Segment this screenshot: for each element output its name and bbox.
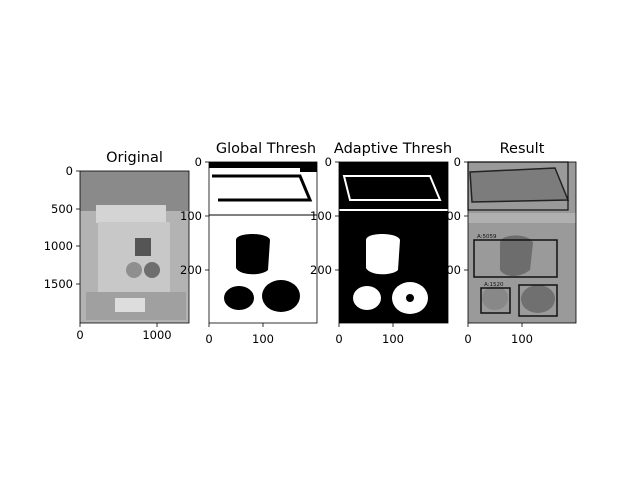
adaptive-axes-frame xyxy=(338,161,449,324)
original-axes-frame xyxy=(79,170,190,324)
global-ytick-0: 0 xyxy=(195,155,202,169)
original-ytick-500: 500 xyxy=(51,202,73,216)
panel-result: A:5059 A:1520 Result 0 100 200 0 100 xyxy=(439,141,577,346)
global-ytick-200: 200 xyxy=(180,263,202,277)
result-xtick-100: 100 xyxy=(511,332,533,346)
original-ytick-1000: 1000 xyxy=(44,239,73,253)
global-thresh-image xyxy=(209,162,317,323)
original-title: Original xyxy=(106,150,163,166)
result-title: Result xyxy=(500,141,545,157)
adaptive-title: Adaptive Thresh xyxy=(334,141,452,157)
result-yticks: 0 100 200 xyxy=(439,155,468,277)
global-ytick-100: 100 xyxy=(180,209,202,223)
global-xtick-100: 100 xyxy=(252,332,274,346)
adaptive-ytick-0: 0 xyxy=(325,155,332,169)
result-ytick-100: 100 xyxy=(439,209,461,223)
result-box-1 xyxy=(473,239,558,278)
adaptive-ytick-200: 200 xyxy=(310,263,332,277)
panel-adaptive-thresh: Adaptive Thresh 0 100 200 0 100 xyxy=(310,141,452,346)
result-annotation-1: A:5059 xyxy=(477,234,497,240)
original-xtick-1000: 1000 xyxy=(142,328,171,342)
adaptive-yticks: 0 100 200 xyxy=(310,155,339,277)
result-image xyxy=(468,162,576,323)
adaptive-xticks: 0 100 xyxy=(335,323,404,346)
result-ytick-200: 200 xyxy=(439,263,461,277)
global-xticks: 0 100 xyxy=(205,323,274,346)
adaptive-xtick-100: 100 xyxy=(382,332,404,346)
original-image xyxy=(80,171,189,323)
result-xtick-0: 0 xyxy=(464,332,471,346)
original-xticks: 0 1000 xyxy=(76,323,172,342)
original-ytick-1500: 1500 xyxy=(44,277,73,291)
original-yticks: 0 500 1000 1500 xyxy=(44,164,80,291)
global-yticks: 0 100 200 xyxy=(180,155,209,277)
original-ytick-0: 0 xyxy=(66,164,73,178)
result-ytick-0: 0 xyxy=(454,155,461,169)
panel-global-thresh: Global Thresh 0 100 200 0 100 xyxy=(180,141,318,346)
adaptive-xtick-0: 0 xyxy=(335,332,342,346)
result-box-3 xyxy=(518,284,558,317)
result-annotation-2: A:1520 xyxy=(484,282,504,288)
adaptive-ytick-100: 100 xyxy=(310,209,332,223)
global-title: Global Thresh xyxy=(216,141,316,157)
original-xtick-0: 0 xyxy=(76,328,83,342)
adaptive-thresh-image xyxy=(339,162,448,323)
result-xticks: 0 100 xyxy=(464,323,533,346)
panel-original: Original 0 500 1000 1500 0 1000 xyxy=(44,150,190,342)
global-xtick-0: 0 xyxy=(205,332,212,346)
result-box-2 xyxy=(480,287,511,314)
